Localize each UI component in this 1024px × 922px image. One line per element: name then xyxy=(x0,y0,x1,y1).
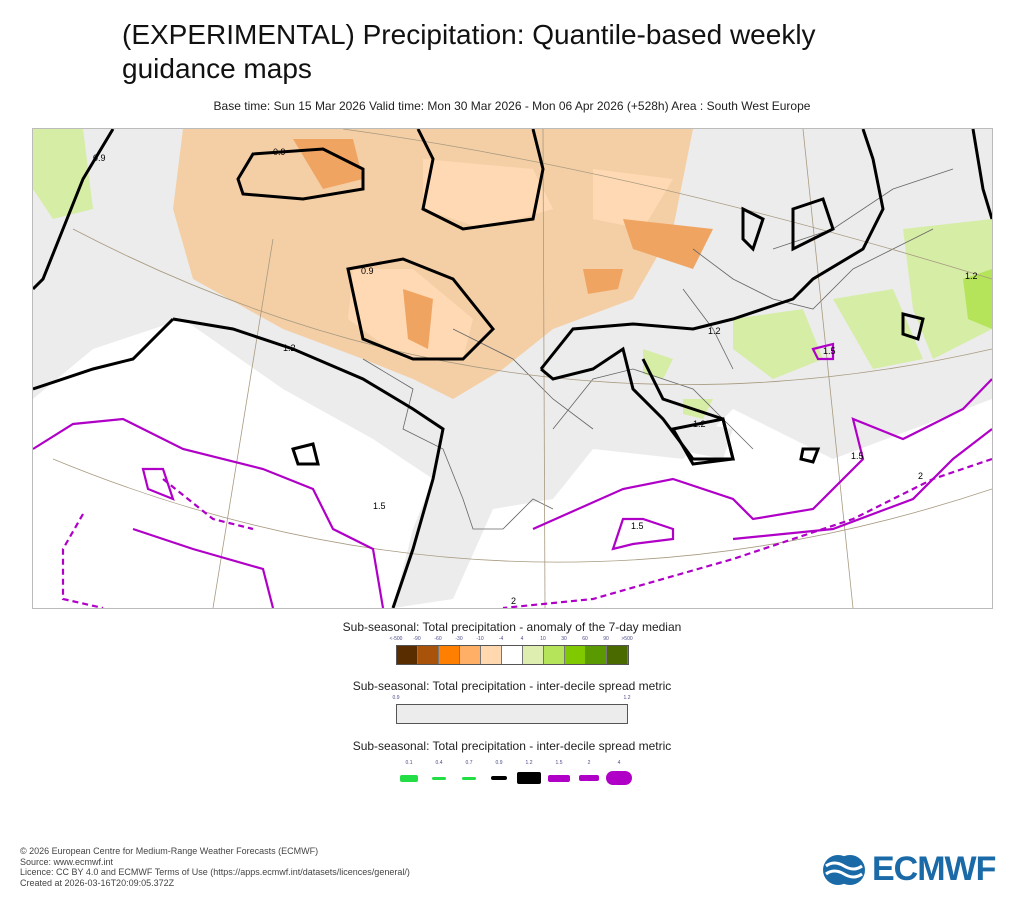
purple-contours xyxy=(33,342,992,608)
legend-tick: 1.2 xyxy=(623,695,631,701)
colorbar-swatch xyxy=(502,646,523,664)
page-title: (EXPERIMENTAL) Precipitation: Quantile-b… xyxy=(122,19,816,84)
legend-tick: <-500 xyxy=(389,636,403,642)
forecast-map[interactable]: 0.9 0.9 0.9 1.2 1.2 1.2 1.5 1.5 1.5 2 2 … xyxy=(32,128,993,609)
colorbar-swatch xyxy=(523,646,544,664)
contour-label: 0.9 xyxy=(361,266,374,276)
contour-line-sample xyxy=(579,775,599,781)
contour-label: 2 xyxy=(511,596,516,606)
dry-anomaly xyxy=(173,129,693,399)
ecmwf-logo-icon xyxy=(823,854,865,885)
legend-tick: 0.7 xyxy=(465,760,473,766)
contour-label: 1.5 xyxy=(631,521,644,531)
legend-tick: 60 xyxy=(582,636,588,642)
colorbar-swatch xyxy=(586,646,607,664)
ecmwf-logo: ECMWF xyxy=(822,850,996,889)
contour-line-sample xyxy=(548,774,570,782)
colorbar-swatch xyxy=(418,646,439,664)
legend-tick: -30 xyxy=(455,636,463,642)
licence: Licence: CC BY 4.0 and ECMWF Terms of Us… xyxy=(20,867,410,877)
legend-tick: 90 xyxy=(603,636,609,642)
legend-contour-title: Sub-seasonal: Total precipitation - inte… xyxy=(352,739,672,753)
wet-anomaly xyxy=(33,129,992,419)
graticule xyxy=(52,129,992,608)
legend-tick: >500 xyxy=(621,636,633,642)
colorbar-swatch xyxy=(565,646,586,664)
legend-tick: 0.9 xyxy=(495,760,503,766)
map-canvas: 0.9 0.9 0.9 1.2 1.2 1.2 1.5 1.5 1.5 2 2 … xyxy=(33,129,992,608)
contour-label: 1.5 xyxy=(851,451,864,461)
legend-spread-colorbar xyxy=(396,704,628,724)
legend-tick: -60 xyxy=(434,636,442,642)
legend-tick: 10 xyxy=(540,636,546,642)
colorbar-swatch xyxy=(481,646,502,664)
legend-tick: 0.9 xyxy=(392,695,400,701)
contour-label: 1.2 xyxy=(708,326,721,336)
legend-spread-title: Sub-seasonal: Total precipitation - inte… xyxy=(352,679,672,693)
created-at: Created at 2026-03-16T20:09:05.372Z xyxy=(20,877,175,888)
legend-tick: 2 xyxy=(587,760,591,766)
legend-tick: -10 xyxy=(476,636,484,642)
legend-tick: 1.5 xyxy=(555,760,563,766)
copyright: © 2026 European Centre for Medium-Range … xyxy=(20,846,319,856)
contour-line-sample xyxy=(606,771,632,785)
contour-line-sample xyxy=(517,772,541,784)
black-contours xyxy=(33,129,992,608)
contour-line-sample xyxy=(491,776,507,780)
legend-tick: 1.2 xyxy=(525,760,533,766)
colorbar-swatch xyxy=(607,646,628,664)
contour-line-sample xyxy=(400,774,418,782)
contour-label: 1.2 xyxy=(693,419,706,429)
footer: © 2026 European Centre for Medium-Range … xyxy=(20,846,410,888)
contour-label: 1.2 xyxy=(965,271,978,281)
legend-anomaly-title: Sub-seasonal: Total precipitation - anom… xyxy=(342,620,682,634)
legend-tick: 4 xyxy=(520,636,524,642)
contour-label: 1.2 xyxy=(283,343,296,353)
colorbar-swatch xyxy=(544,646,565,664)
legend-anomaly-colorbar xyxy=(396,645,629,665)
contour-label: 1.5 xyxy=(823,346,836,356)
contour-line-sample xyxy=(462,776,476,780)
legend-tick: 30 xyxy=(561,636,567,642)
contour-label: 1.5 xyxy=(373,501,386,511)
legend-tick: 0.1 xyxy=(405,760,413,766)
contour-label: 2 xyxy=(918,471,923,481)
legend-tick: -4 xyxy=(498,636,504,642)
colorbar-swatch xyxy=(439,646,460,664)
source: Source: www.ecmwf.int xyxy=(20,856,114,867)
colorbar-swatch xyxy=(460,646,481,664)
legend-tick: 4 xyxy=(617,760,621,766)
contour-label: 0.9 xyxy=(93,153,106,163)
ecmwf-logo-text: ECMWF xyxy=(872,850,996,888)
contour-line-sample xyxy=(432,776,446,780)
legend-tick: 0.4 xyxy=(435,760,443,766)
contour-label: 0.9 xyxy=(273,147,286,157)
legend-tick: -90 xyxy=(413,636,421,642)
map-subtitle: Base time: Sun 15 Mar 2026 Valid time: M… xyxy=(213,99,811,113)
colorbar-swatch xyxy=(397,646,418,664)
coastlines xyxy=(362,168,954,530)
